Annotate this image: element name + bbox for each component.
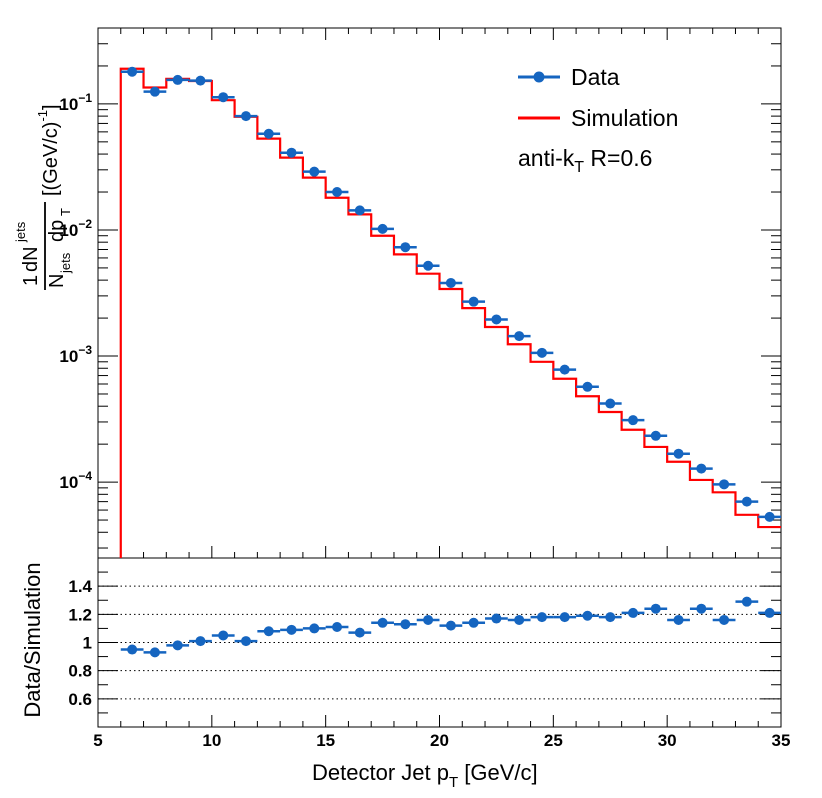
ratio-point bbox=[195, 636, 206, 647]
data-point bbox=[514, 331, 525, 342]
data-series bbox=[120, 66, 781, 522]
data-point bbox=[149, 86, 160, 97]
bottom-y-axis-title: Data/Simulation bbox=[20, 562, 45, 717]
top-y-tick-label: 10−2 bbox=[59, 217, 92, 240]
x-tick-label: 25 bbox=[544, 731, 563, 750]
ratio-point bbox=[650, 603, 661, 614]
ratio-point bbox=[423, 614, 434, 625]
ratio-point bbox=[673, 614, 684, 625]
data-point bbox=[628, 415, 639, 426]
data-point bbox=[195, 75, 206, 86]
x-tick-label: 35 bbox=[772, 731, 791, 750]
x-tick-label: 5 bbox=[93, 731, 102, 750]
legend-data-label: Data bbox=[571, 64, 620, 90]
ratio-point bbox=[218, 630, 229, 641]
ratio-point bbox=[514, 614, 525, 625]
data-point bbox=[719, 479, 730, 490]
data-point bbox=[696, 463, 707, 474]
svg-text:1: 1 bbox=[20, 275, 42, 286]
bottom-grid-lines bbox=[98, 585, 781, 700]
ratio-point bbox=[764, 607, 775, 618]
data-point bbox=[127, 66, 138, 77]
ratio-point bbox=[286, 624, 297, 635]
data-point bbox=[218, 92, 229, 103]
data-point bbox=[582, 381, 593, 392]
x-axis-title: Detector Jet pT [GeV/c] bbox=[312, 760, 538, 791]
ratio-point bbox=[263, 626, 274, 637]
svg-text:jets: jets bbox=[13, 221, 28, 243]
ratio-point bbox=[605, 612, 616, 623]
ratio-point bbox=[719, 614, 730, 625]
data-point bbox=[286, 147, 297, 158]
data-point bbox=[423, 260, 434, 271]
svg-text:dp: dp bbox=[46, 220, 68, 242]
data-point bbox=[559, 364, 570, 375]
bottom-y-tick-label: 0.6 bbox=[68, 690, 92, 709]
ratio-point bbox=[240, 636, 251, 647]
data-point bbox=[673, 448, 684, 459]
data-point bbox=[354, 205, 365, 216]
top-y-axis-title: 1 dN jets N jets dp T [(GeV/c)-1] bbox=[13, 104, 73, 290]
ratio-point bbox=[149, 647, 160, 658]
ratio-point bbox=[582, 610, 593, 621]
ratio-point bbox=[309, 623, 320, 634]
svg-text:jets: jets bbox=[58, 252, 73, 274]
svg-text:T: T bbox=[58, 208, 73, 216]
bottom-y-tick-label: 1 bbox=[83, 634, 92, 653]
svg-text:N: N bbox=[46, 274, 68, 288]
ratio-point bbox=[741, 596, 752, 607]
data-point bbox=[332, 187, 343, 198]
data-point bbox=[491, 314, 502, 325]
ratio-point bbox=[354, 627, 365, 638]
ratio-point bbox=[491, 613, 502, 624]
data-point bbox=[468, 296, 479, 307]
top-ticks bbox=[97, 27, 782, 728]
ratio-point bbox=[332, 622, 343, 633]
data-point bbox=[605, 398, 616, 409]
data-point bbox=[309, 166, 320, 177]
ratio-point bbox=[172, 640, 183, 651]
top-y-tick-label: 10−3 bbox=[59, 343, 92, 366]
ratio-point bbox=[400, 619, 411, 630]
bottom-y-tick-label: 1.4 bbox=[68, 577, 92, 596]
svg-text:dN: dN bbox=[20, 246, 42, 272]
data-point bbox=[172, 74, 183, 85]
data-point bbox=[741, 496, 752, 507]
top-y-tick-label: 10−1 bbox=[59, 91, 92, 114]
svg-text:[(GeV/c)-1]: [(GeV/c)-1] bbox=[35, 104, 62, 196]
data-point bbox=[400, 242, 411, 253]
data-point bbox=[445, 277, 456, 288]
ratio-point bbox=[628, 607, 639, 618]
data-point bbox=[650, 430, 661, 441]
tick-labels: 5 10 15 20 25 30 35 10−1 10−2 10−3 10−4 0.6 0.8 1 1.2 1… bbox=[59, 91, 790, 750]
data-point bbox=[377, 223, 388, 234]
bottom-y-tick-label: 0.8 bbox=[68, 662, 92, 681]
x-tick-label: 10 bbox=[202, 731, 221, 750]
legend-data-marker bbox=[533, 71, 545, 83]
top-y-tick-label: 10−4 bbox=[59, 469, 92, 492]
data-point bbox=[536, 347, 547, 358]
ratio-point bbox=[559, 612, 570, 623]
data-point bbox=[240, 111, 251, 122]
legend: Data Simulation anti-kT R=0.6 bbox=[518, 64, 678, 176]
data-point bbox=[263, 128, 274, 139]
top-panel-frame bbox=[97, 27, 782, 559]
ratio-point bbox=[445, 620, 456, 631]
bottom-y-tick-label: 1.2 bbox=[68, 605, 92, 624]
simulation-series bbox=[119, 67, 781, 558]
ratio-point bbox=[377, 617, 388, 628]
x-tick-label: 20 bbox=[430, 731, 449, 750]
ratio-point bbox=[696, 603, 707, 614]
data-point bbox=[764, 511, 775, 522]
ratio-point bbox=[468, 617, 479, 628]
ratio-point bbox=[536, 612, 547, 623]
ratio-point bbox=[127, 644, 138, 655]
simulation-step-line bbox=[119, 67, 781, 558]
legend-annotation: anti-kT R=0.6 bbox=[518, 145, 652, 176]
ratio-series bbox=[120, 596, 781, 658]
x-tick-label: 30 bbox=[658, 731, 677, 750]
x-tick-label: 15 bbox=[316, 731, 335, 750]
legend-sim-label: Simulation bbox=[571, 105, 678, 131]
